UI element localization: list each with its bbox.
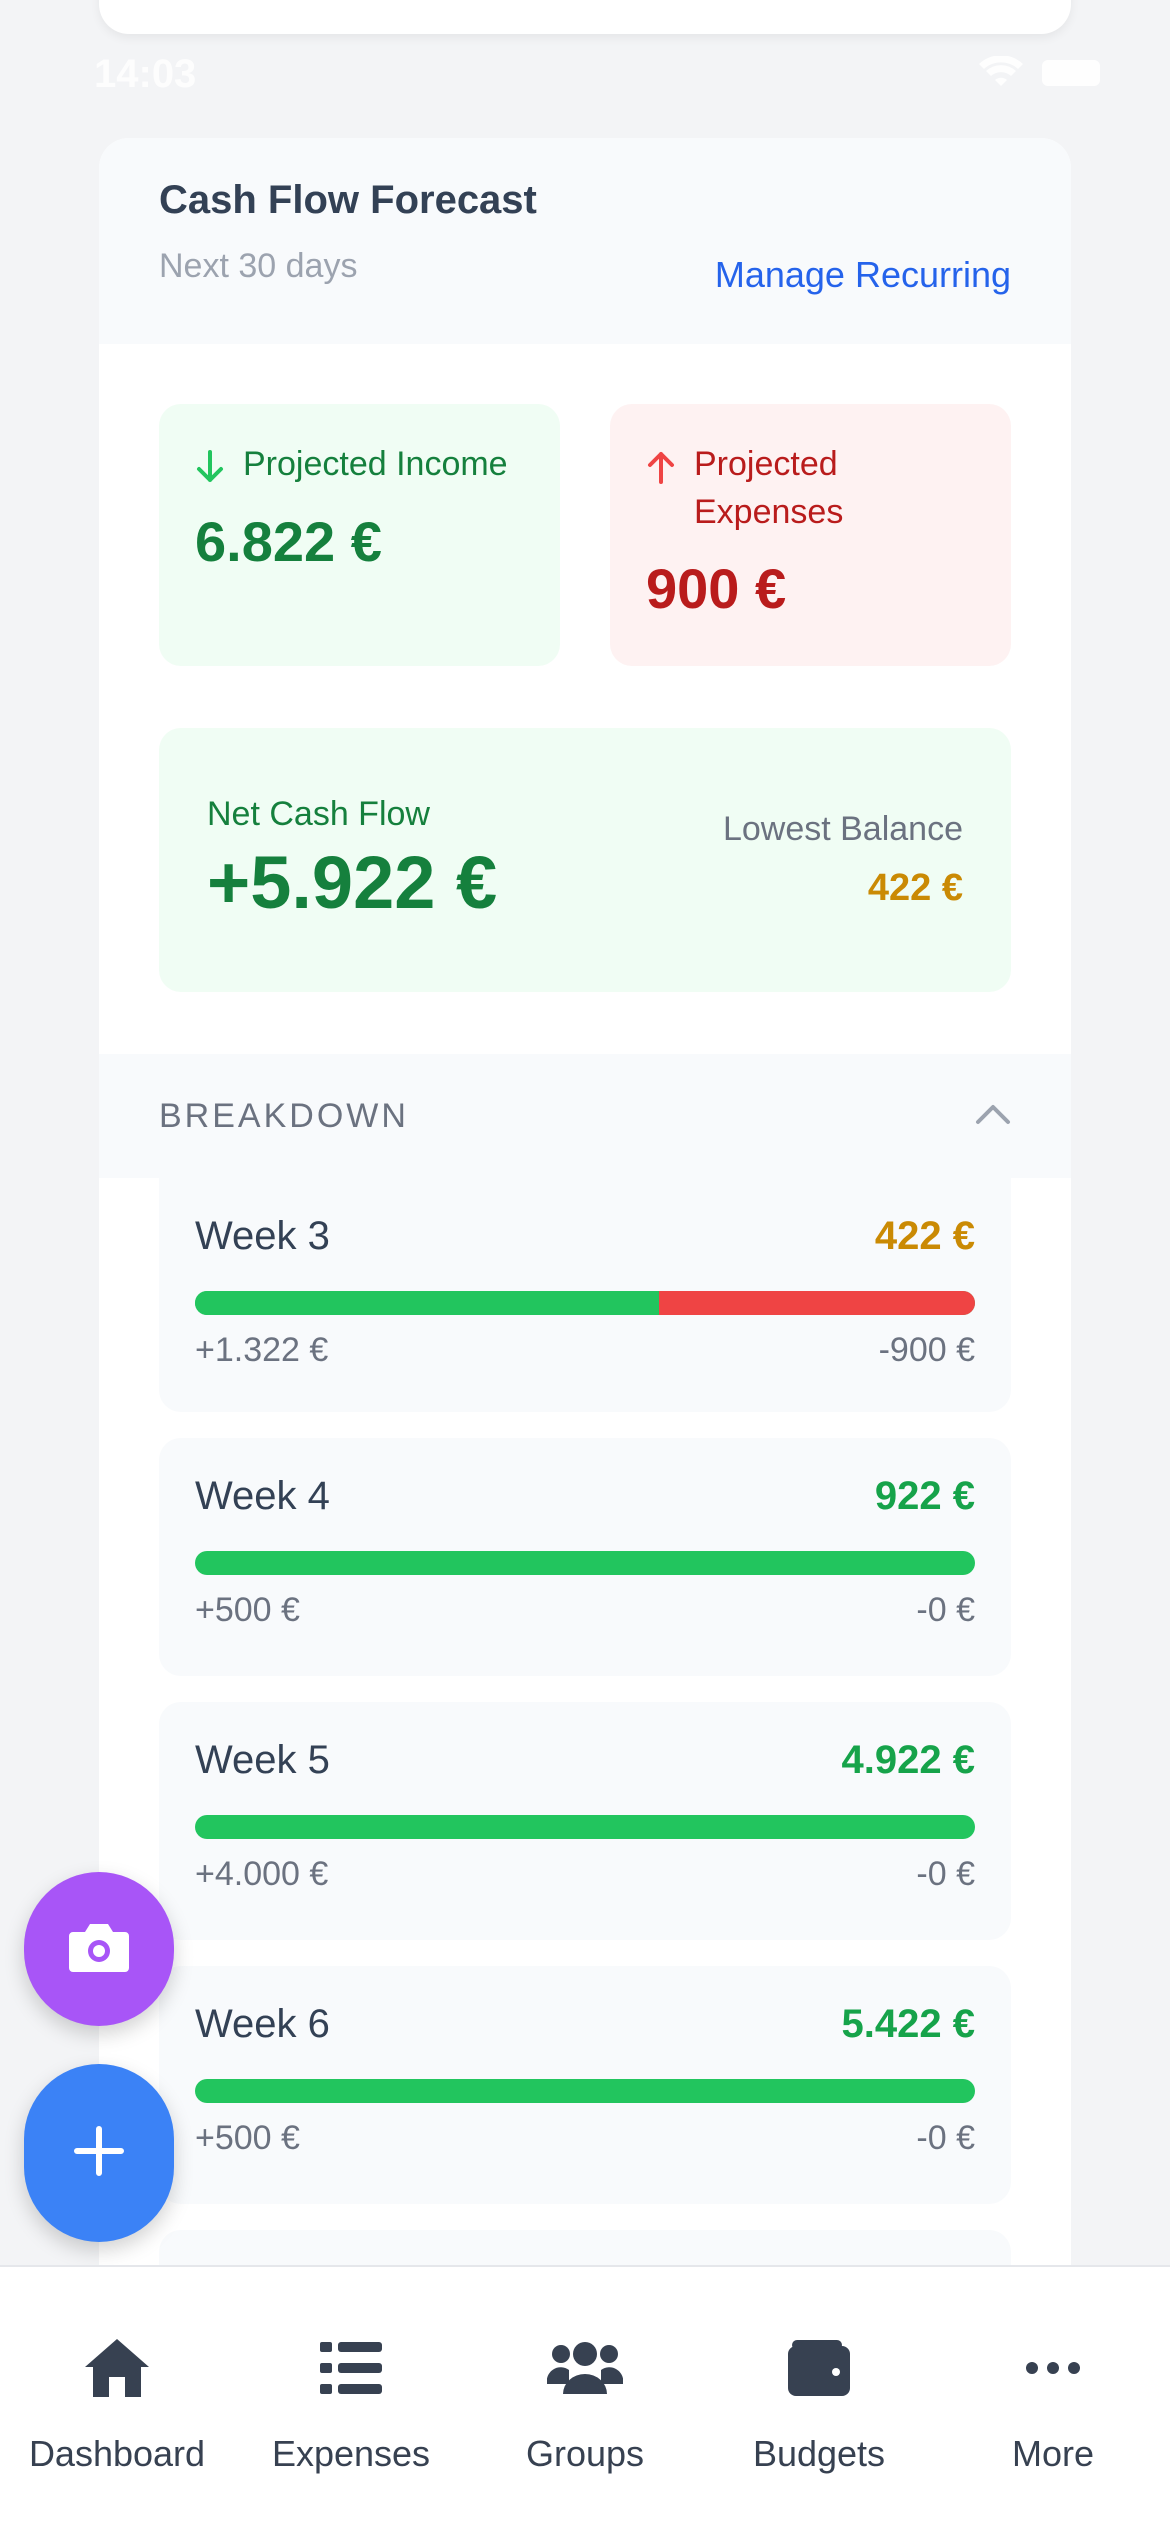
arrow-up-icon (646, 450, 676, 489)
week-balance: 4.922 € (841, 1738, 975, 1782)
nav-groups[interactable]: Groups (468, 2333, 702, 2532)
week-cashflow-bar (195, 1551, 975, 1575)
list-icon (320, 2333, 382, 2403)
week-income: +500 € (195, 1591, 300, 1629)
card-header: Cash Flow Forecast Next 30 days Manage R… (99, 138, 1071, 344)
plus-icon (73, 2125, 125, 2182)
nav-label: Budgets (752, 2433, 886, 2474)
battery-icon (1042, 60, 1100, 86)
week-expense: -0 € (916, 1855, 975, 1893)
bar-income-segment (195, 1291, 660, 1315)
week-expense: -0 € (916, 1591, 975, 1629)
camera-icon (67, 1920, 131, 1979)
week-balance: 5.422 € (841, 2002, 975, 2046)
previous-card (99, 0, 1071, 34)
week-name: Week 3 (195, 1214, 330, 1258)
week-name: Week 6 (195, 2002, 330, 2046)
nav-label: Groups (525, 2433, 645, 2474)
more-icon (1025, 2333, 1081, 2403)
week-balance: 922 € (874, 1474, 975, 1518)
nav-label: Expenses (271, 2433, 431, 2474)
bottom-nav: Dashboard Expenses Groups (0, 2265, 1170, 2532)
chevron-up-icon (975, 1103, 1011, 1130)
home-icon (83, 2333, 151, 2403)
week-card[interactable]: Week 6 5.422 € +500 € -0 € (159, 1966, 1011, 2204)
week-card[interactable]: Week 3 422 € +1.322 € -900 € (159, 1178, 1011, 1412)
summary-row: Projected Income 6.822 € Projected Expen… (99, 344, 1071, 666)
week-cashflow-bar (195, 2079, 975, 2103)
projected-expenses-label: Projected Expenses (694, 445, 844, 531)
nav-expenses[interactable]: Expenses (234, 2333, 468, 2532)
week-cashflow-bar (195, 1291, 975, 1315)
bar-income-segment (195, 2079, 975, 2103)
nav-label: More (1011, 2433, 1095, 2474)
bar-income-segment (195, 1815, 975, 1839)
wifi-icon (978, 56, 1024, 90)
week-expense: -0 € (916, 2119, 975, 2157)
bar-income-segment (195, 1551, 975, 1575)
nav-more[interactable]: More (936, 2333, 1170, 2532)
week-name: Week 4 (195, 1474, 330, 1518)
bar-expense-segment (659, 1291, 975, 1315)
wallet-icon (788, 2333, 850, 2403)
cash-flow-forecast-card: Cash Flow Forecast Next 30 days Manage R… (99, 138, 1071, 2288)
lowest-balance-label: Lowest Balance (722, 810, 963, 848)
add-expense-button[interactable] (24, 2064, 174, 2242)
card-title: Cash Flow Forecast (159, 178, 537, 222)
status-time: 14:03 (94, 52, 197, 96)
card-subtitle: Next 30 days (159, 247, 358, 285)
nav-dashboard[interactable]: Dashboard (0, 2333, 234, 2532)
arrow-down-icon (195, 450, 225, 489)
week-card[interactable]: Week 5 4.922 € +4.000 € -0 € (159, 1702, 1011, 1940)
week-balance: 422 € (874, 1214, 975, 1258)
week-cashflow-bar (195, 1815, 975, 1839)
net-cash-flow-box: Net Cash Flow +5.922 € Lowest Balance 42… (159, 728, 1011, 992)
breakdown-toggle[interactable]: BREAKDOWN (99, 1054, 1071, 1178)
projected-expenses-value: 900 € (646, 557, 787, 620)
nav-budgets[interactable]: Budgets (702, 2333, 936, 2532)
week-list: Week 3 422 € +1.322 € -900 € Week 4 922 … (99, 1178, 1071, 2288)
net-cash-flow-label: Net Cash Flow (207, 795, 430, 833)
week-name: Week 5 (195, 1738, 330, 1782)
users-icon (547, 2333, 623, 2403)
week-expense: -900 € (878, 1331, 975, 1369)
week-income: +500 € (195, 2119, 300, 2157)
week-income: +1.322 € (195, 1331, 329, 1369)
week-card[interactable]: Week 4 922 € +500 € -0 € (159, 1438, 1011, 1676)
manage-recurring-link[interactable]: Manage Recurring (714, 254, 1011, 295)
projected-income-label: Projected Income (243, 445, 508, 483)
projected-income-box: Projected Income 6.822 € (159, 404, 560, 666)
breakdown-title: BREAKDOWN (159, 1096, 409, 1135)
projected-income-value: 6.822 € (195, 510, 382, 573)
net-cash-flow-value: +5.922 € (207, 841, 498, 924)
scan-receipt-button[interactable] (24, 1872, 174, 2026)
nav-label: Dashboard (28, 2433, 206, 2474)
status-icons (978, 56, 1100, 90)
week-income: +4.000 € (195, 1855, 329, 1893)
lowest-balance-value: 422 € (867, 867, 963, 909)
projected-expenses-box: Projected Expenses 900 € (610, 404, 1011, 666)
